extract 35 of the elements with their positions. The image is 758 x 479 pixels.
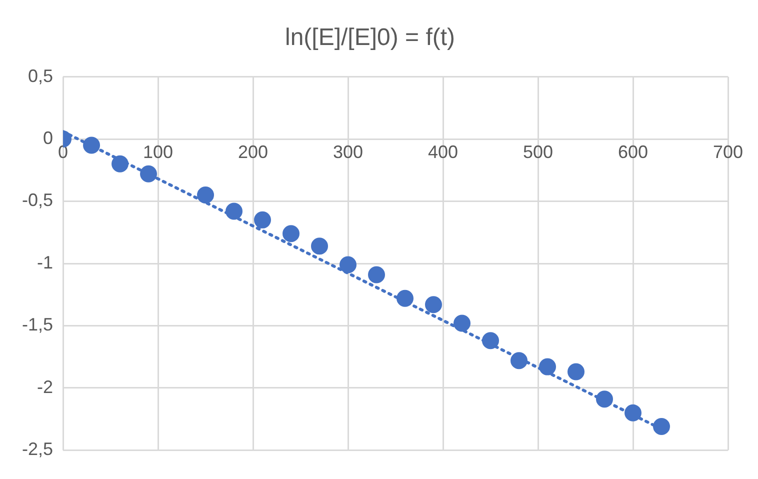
x-tick-label: 600: [618, 142, 648, 162]
point: [140, 165, 158, 182]
point: [396, 290, 414, 307]
y-tick-label: 0,5: [28, 66, 54, 86]
x-tick-label: 700: [712, 142, 744, 162]
y-tick-label: 0: [43, 128, 54, 148]
point: [254, 211, 272, 228]
y-tick-label: -1: [37, 252, 54, 272]
chart-title: ln([E]/[E]0) = f(t): [284, 24, 456, 52]
point: [226, 202, 243, 220]
point: [282, 225, 300, 242]
point: [311, 238, 328, 255]
x-tick-label: 100: [142, 142, 174, 162]
point: [596, 390, 614, 408]
y-tick-label: -1,5: [22, 314, 54, 335]
point: [510, 352, 528, 370]
point: [653, 418, 670, 436]
x-tick-label: 400: [428, 142, 458, 162]
y-tick-label: -2,5: [22, 439, 54, 460]
x-tick-label: 200: [238, 142, 268, 162]
point: [454, 314, 471, 332]
point: [83, 136, 100, 154]
point: [624, 404, 642, 422]
point: [197, 186, 214, 204]
point: [112, 155, 129, 172]
point: [539, 358, 556, 376]
x-tick-label: 500: [522, 142, 554, 162]
y-tick-label: -2: [37, 376, 54, 397]
point: [568, 363, 585, 380]
x-tick-label: 300: [332, 142, 364, 162]
point: [482, 332, 500, 350]
y-tick-label: -0,5: [22, 190, 54, 210]
point: [425, 296, 442, 314]
point: [368, 266, 386, 284]
point: [340, 256, 357, 274]
